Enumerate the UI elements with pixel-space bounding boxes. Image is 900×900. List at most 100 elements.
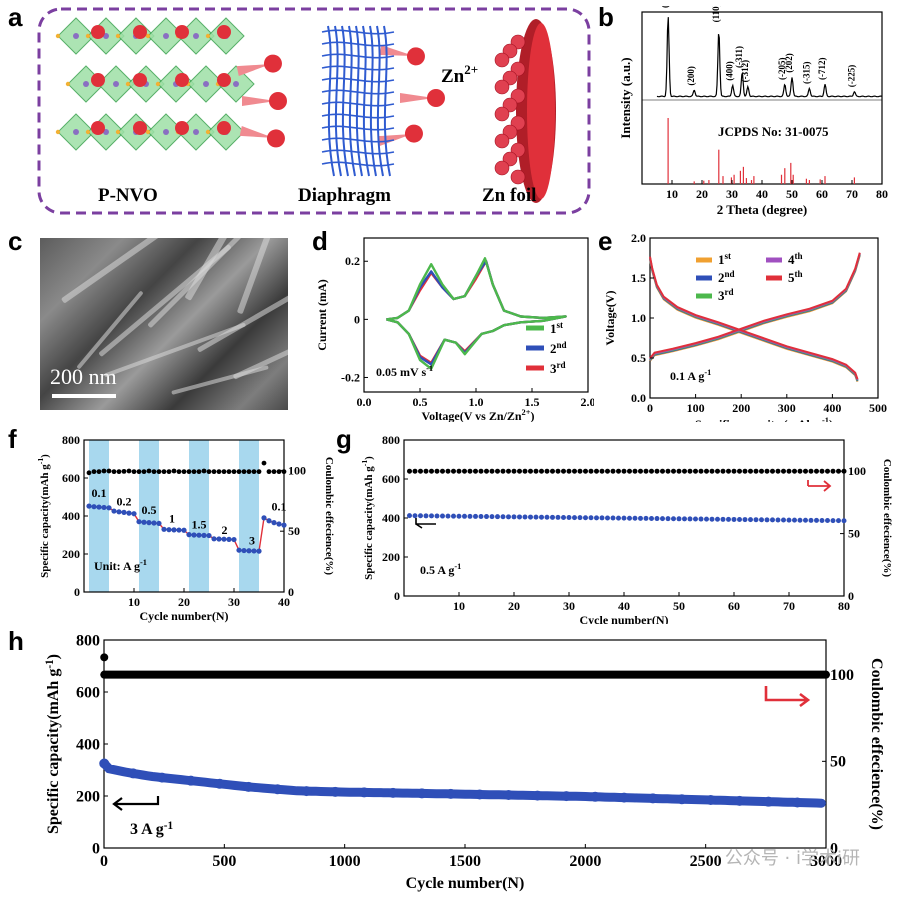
ce-point [665, 468, 671, 474]
x-tick-label: 100 [687, 401, 705, 415]
ce-point [434, 468, 440, 474]
panel-label-e: e [598, 226, 613, 256]
zn-ion-arrow [242, 92, 287, 110]
ce-point [181, 469, 187, 475]
capacity-point [792, 517, 797, 523]
ce-point [550, 468, 555, 474]
x-axis-label: Voltage(V vs Zn/Zn2+) [422, 408, 535, 422]
capacity-point [467, 513, 473, 519]
capacity-point [632, 515, 638, 521]
capacity-point [276, 521, 282, 527]
ion-tail [242, 96, 276, 106]
capacity-point [533, 514, 539, 520]
capacity-point [111, 508, 117, 514]
nanobelt [184, 238, 246, 301]
ce-point [281, 469, 287, 475]
panel-label-a: a [8, 2, 23, 32]
panel-label-g: g [336, 424, 352, 454]
capacity-point [841, 518, 847, 524]
x-tick-label: 60 [728, 599, 740, 613]
rate-label: 0.1 [272, 499, 287, 513]
zn-deposit [510, 169, 526, 185]
chart-d-cv: 0.0 0.5 1.0 1.5 2.0 -0.2 0 0.2 Voltage(V vs Zn/Z… [315, 237, 595, 422]
ce-point [241, 469, 247, 475]
mesh-fiber-h [321, 113, 395, 119]
capacity-point [445, 513, 451, 519]
y-tick-label: 400 [382, 511, 400, 525]
zn-deposit [494, 133, 510, 149]
mesh-fiber-h [321, 161, 395, 167]
ce-point [599, 468, 605, 474]
capacity-point [654, 516, 660, 522]
ce-point [616, 468, 621, 474]
cv-curve [386, 257, 567, 370]
oxygen-atom [115, 129, 121, 135]
ce-point [753, 468, 759, 474]
ce-point [445, 468, 451, 474]
ce-point [141, 469, 147, 475]
capacity-point [136, 519, 142, 525]
current-density-label: 3 A g-1 [130, 820, 174, 838]
zn-ion-in-lattice [133, 121, 147, 135]
ce-point [731, 468, 737, 474]
legend-label: 2nd [718, 269, 735, 285]
ce-point [687, 468, 693, 474]
ce-point [764, 468, 770, 474]
charge-curve [649, 253, 861, 361]
capacity-point [176, 527, 182, 533]
y-tick-label: 1.5 [631, 271, 646, 285]
capacity-point [734, 795, 745, 806]
zn-ion-in-lattice [91, 73, 105, 87]
capacity-point [451, 513, 456, 519]
rate-label: 0.2 [117, 495, 132, 509]
capacity-point [742, 517, 748, 523]
label-pnvo: P-NVO [98, 185, 158, 206]
ce-point [522, 468, 528, 474]
zn-ion-in-lattice [133, 73, 147, 87]
ce-point [682, 468, 687, 474]
ce-point [196, 469, 202, 475]
ce-point [786, 468, 792, 474]
capacity-point [572, 515, 577, 521]
mesh-fiber-h [321, 125, 395, 131]
capacity-point [151, 520, 157, 526]
capacity-point [770, 517, 775, 523]
x-tick-label: 400 [823, 401, 841, 415]
legend-label: 3rd [718, 287, 734, 303]
capacity-point [566, 515, 572, 521]
peak-label: (-225) [846, 65, 856, 88]
ce-point [698, 468, 704, 474]
nanobelt [60, 238, 180, 304]
ce-point [583, 468, 588, 474]
ce-point [423, 468, 429, 474]
ce-point [186, 469, 192, 475]
y2-tick-label: 50 [288, 524, 300, 538]
charge-curve [649, 253, 861, 360]
ce-point [654, 468, 660, 474]
peak-label: (001) [660, 6, 670, 8]
ce-point [101, 468, 107, 474]
x-tick-label: 2.0 [581, 395, 595, 409]
y-tick-label: 2.0 [631, 231, 646, 245]
ce-point [440, 468, 445, 474]
zn-ion-arrow [379, 45, 425, 66]
zn-deposit-spheres [494, 34, 526, 185]
capacity-point [473, 513, 478, 519]
y-axis-label: Current (mA) [315, 279, 329, 350]
capacity-point [627, 515, 632, 521]
ce-point [478, 468, 484, 474]
oxygen-atom [85, 33, 91, 39]
mesh-fiber-v [355, 25, 363, 177]
capacity-point [705, 795, 716, 806]
rate-label: 0.1 [92, 486, 107, 500]
ce-point [131, 469, 137, 475]
discharge-curve [649, 259, 859, 383]
capacity-point [647, 793, 658, 804]
ce-point [797, 468, 803, 474]
ce-point [146, 468, 152, 474]
pnvo-crystal-structure [55, 17, 255, 151]
ce-point [660, 468, 665, 474]
capacity-point [128, 768, 139, 779]
capacity-point [619, 792, 630, 803]
capacity-point [616, 515, 621, 521]
